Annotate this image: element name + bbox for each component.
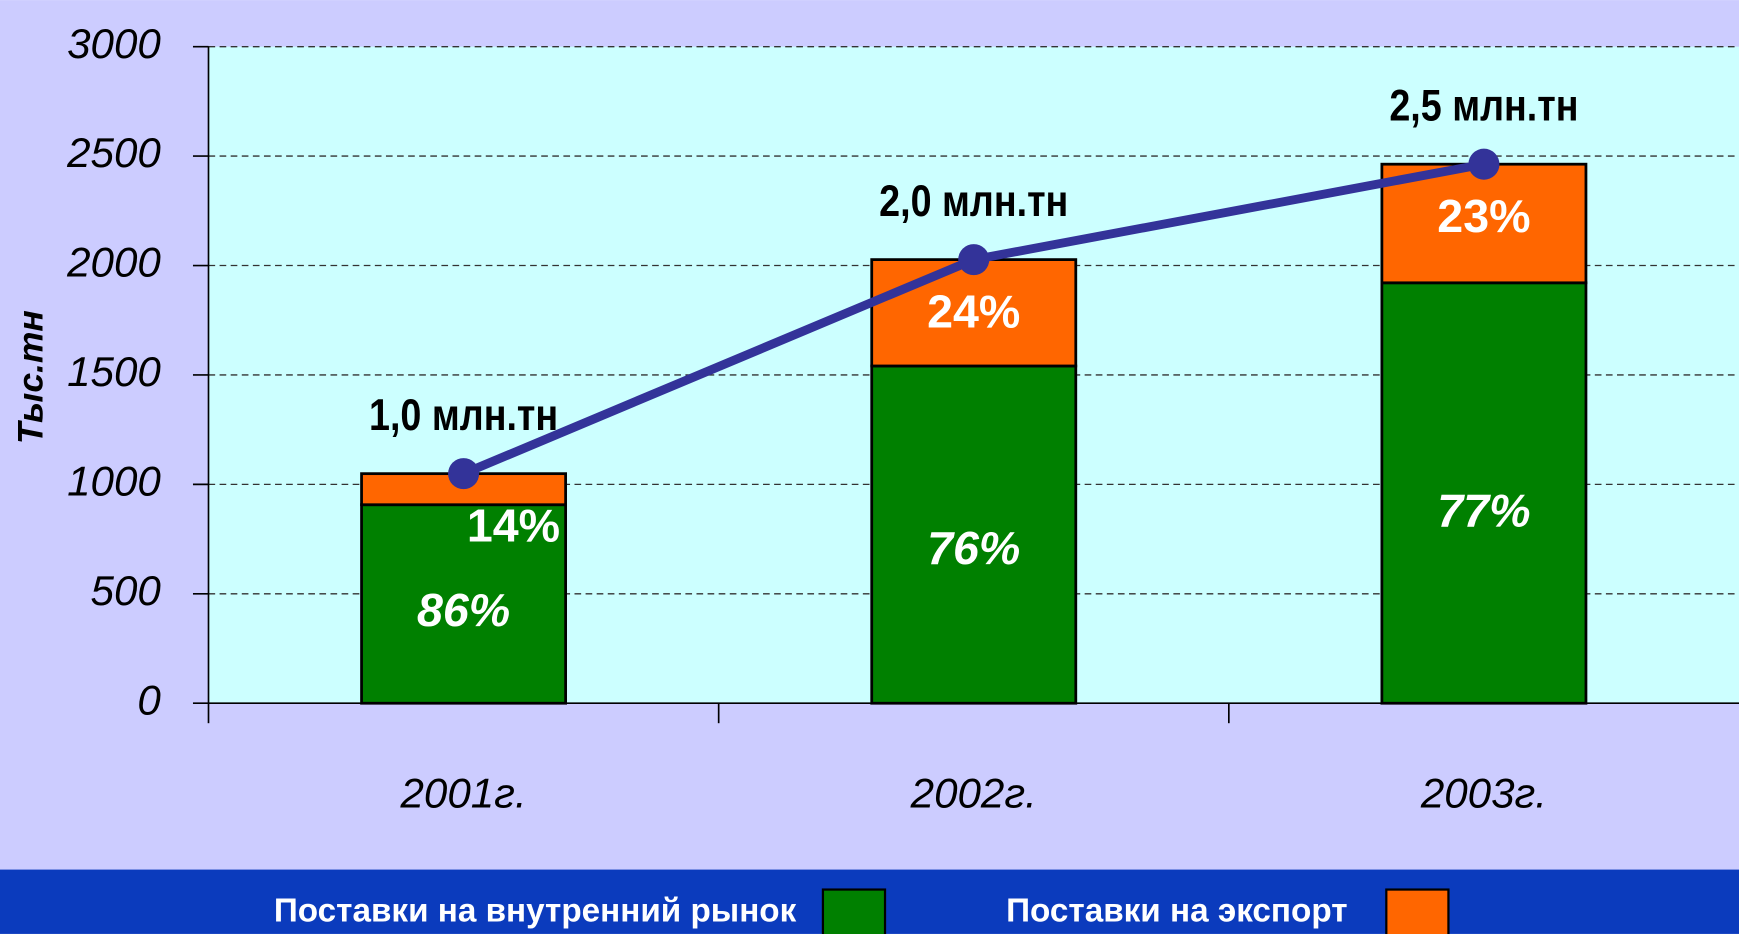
legend-swatch (1385, 888, 1450, 934)
y-axis-label: Тыс.тн (11, 310, 51, 444)
y-tick-label: 2000 (66, 239, 161, 286)
y-tick-label: 0 (137, 676, 161, 723)
y-tick-label: 500 (91, 567, 162, 614)
x-tick-label: 2002г. (910, 770, 1037, 817)
percent-label: 23% (1437, 190, 1530, 242)
bar-segment (360, 503, 568, 705)
percent-label: 86% (417, 584, 510, 636)
data-label: 2,5 млн.тн (1389, 81, 1578, 131)
legend-label: Поставки на экспорт (1006, 893, 1347, 930)
legend-label: Поставки на внутренний рынок (274, 893, 797, 930)
data-label: 2,0 млн.тн (879, 176, 1068, 226)
line-marker (448, 458, 480, 490)
y-tick-label: 1500 (67, 348, 161, 395)
x-tick-label: 2001г. (399, 770, 526, 817)
y-tick-label: 2500 (66, 129, 161, 176)
bar-segment (1380, 281, 1588, 705)
percent-label: 14% (467, 499, 560, 551)
legend-swatch (821, 888, 887, 934)
percent-label: 77% (1437, 484, 1530, 536)
y-tick-label: 3000 (67, 20, 161, 67)
bar-segment (870, 258, 1078, 368)
bar-segment (1380, 162, 1588, 285)
line-marker (958, 244, 990, 276)
data-label: 1,0 млн.тн (369, 390, 558, 440)
bar-segment (870, 364, 1078, 705)
x-tick-label: 2003г. (1420, 770, 1547, 817)
y-tick-label: 1000 (67, 458, 161, 505)
line-marker (1468, 148, 1500, 180)
percent-label: 24% (927, 285, 1020, 337)
percent-label: 76% (927, 522, 1020, 574)
